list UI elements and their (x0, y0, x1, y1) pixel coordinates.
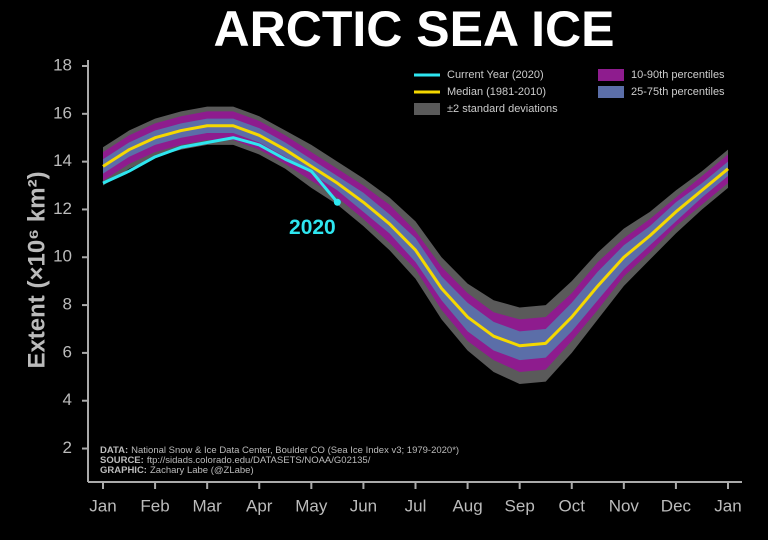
annotation: 2020 (289, 216, 336, 239)
legend-label: Median (1981-2010) (447, 86, 546, 98)
series-line (102, 136, 339, 204)
x-tick-label: Nov (609, 496, 640, 515)
y-tick-label: 18 (53, 55, 72, 74)
source-note: DATA: National Snow & Ice Data Center, Bo… (100, 445, 459, 456)
y-tick-label: 12 (53, 199, 72, 218)
band (103, 118, 728, 361)
x-tick-label: Jan (89, 496, 116, 515)
legend-swatch (598, 86, 624, 98)
x-tick-label: Sep (505, 496, 535, 515)
legend-label: 25-75th percentiles (631, 86, 725, 98)
x-tick-label: Mar (193, 496, 223, 515)
source-note: GRAPHIC: Zachary Labe (@ZLabe) (100, 465, 254, 476)
y-tick-label: 8 (63, 295, 72, 314)
x-tick-label: Aug (452, 496, 482, 515)
source-note: SOURCE: ftp://sidads.colorado.edu/DATASET… (100, 455, 371, 466)
y-tick-label: 14 (53, 151, 72, 170)
chart-title: ARCTIC SEA ICE (214, 1, 615, 57)
legend-swatch (414, 103, 440, 115)
source-text: Zachary Labe (@ZLabe) (150, 465, 254, 476)
y-tick-label: 2 (63, 438, 72, 457)
x-tick-label: Oct (559, 496, 586, 515)
source-label: SOURCE: (100, 455, 144, 466)
end-point (333, 198, 341, 206)
x-tick-label: Jul (405, 496, 427, 515)
source-label: DATA: (100, 445, 128, 456)
x-tick-label: Jan (714, 496, 741, 515)
y-tick-label: 4 (63, 390, 72, 409)
x-tick-label: Apr (246, 496, 273, 515)
x-tick-label: Feb (140, 496, 169, 515)
legend-label: 10-90th percentiles (631, 69, 725, 81)
y-tick-label: 16 (53, 103, 72, 122)
y-tick-label: 10 (53, 247, 72, 266)
x-tick-label: Dec (661, 496, 692, 515)
y-axis-label: Extent (×10⁶ km²) (23, 171, 50, 368)
legend-swatch (598, 69, 624, 81)
legend-label: ±2 standard deviations (447, 103, 558, 115)
series-line (102, 124, 729, 348)
x-tick-label: May (295, 496, 328, 515)
source-text: National Snow & Ice Data Center, Boulder… (131, 445, 459, 456)
source-text: ftp://sidads.colorado.edu/DATASETS/NOAA/… (147, 455, 371, 466)
y-tick-label: 6 (63, 342, 72, 361)
source-label: GRAPHIC: (100, 465, 147, 476)
legend-label: Current Year (2020) (447, 69, 544, 81)
x-tick-label: Jun (350, 496, 377, 515)
